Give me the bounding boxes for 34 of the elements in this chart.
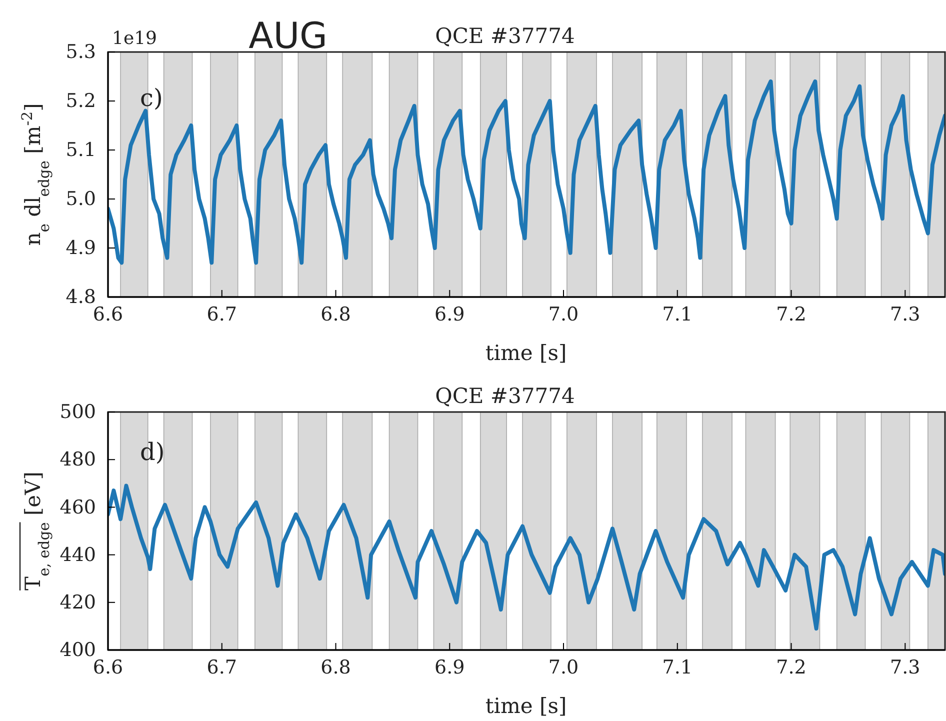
- annotation: AUG: [248, 16, 328, 57]
- chart-title: QCE #37774: [435, 24, 575, 48]
- y-tick-label: 5.2: [66, 90, 96, 112]
- x-tick-label: 7.2: [776, 656, 806, 678]
- x-tick-label: 6.9: [434, 303, 465, 326]
- line-series: [108, 484, 945, 631]
- chart-title: QCE #37774: [435, 384, 575, 408]
- y-tick-label: 5.3: [66, 41, 96, 64]
- x-tick-label: 7.0: [548, 303, 579, 326]
- text: 1e19: [112, 28, 158, 49]
- y-tick-label: 4.9: [66, 237, 96, 260]
- y-tick-label: 500: [60, 401, 96, 424]
- x-tick-label: 6.8: [320, 303, 351, 326]
- x-tick-label: 6.9: [434, 656, 465, 678]
- line-series: [108, 79, 945, 265]
- x-axis-title: time [s]: [485, 694, 567, 718]
- y-tick-label: 420: [60, 591, 96, 614]
- y-tick-label: 5.0: [66, 188, 96, 210]
- annotation: c): [140, 84, 163, 112]
- y-tick-label: 480: [60, 448, 96, 471]
- x-tick-label: 6.7: [206, 303, 237, 326]
- x-tick-label: 7.2: [776, 303, 806, 326]
- y-tick-label: 460: [60, 496, 96, 518]
- x-axis-title: time [s]: [485, 341, 567, 365]
- x-tick-label: 6.8: [320, 656, 351, 678]
- y-tick-label: 440: [60, 544, 96, 566]
- x-tick-label: 7.3: [890, 303, 920, 326]
- x-tick-label: 7.3: [890, 656, 920, 678]
- x-tick-label: 6.7: [206, 656, 237, 678]
- x-tick-label: 7.1: [662, 656, 692, 678]
- y-tick-label: 5.1: [66, 139, 96, 162]
- annotation: d): [140, 438, 165, 466]
- x-tick-label: 7.1: [662, 303, 692, 326]
- x-tick-label: 7.0: [548, 656, 579, 678]
